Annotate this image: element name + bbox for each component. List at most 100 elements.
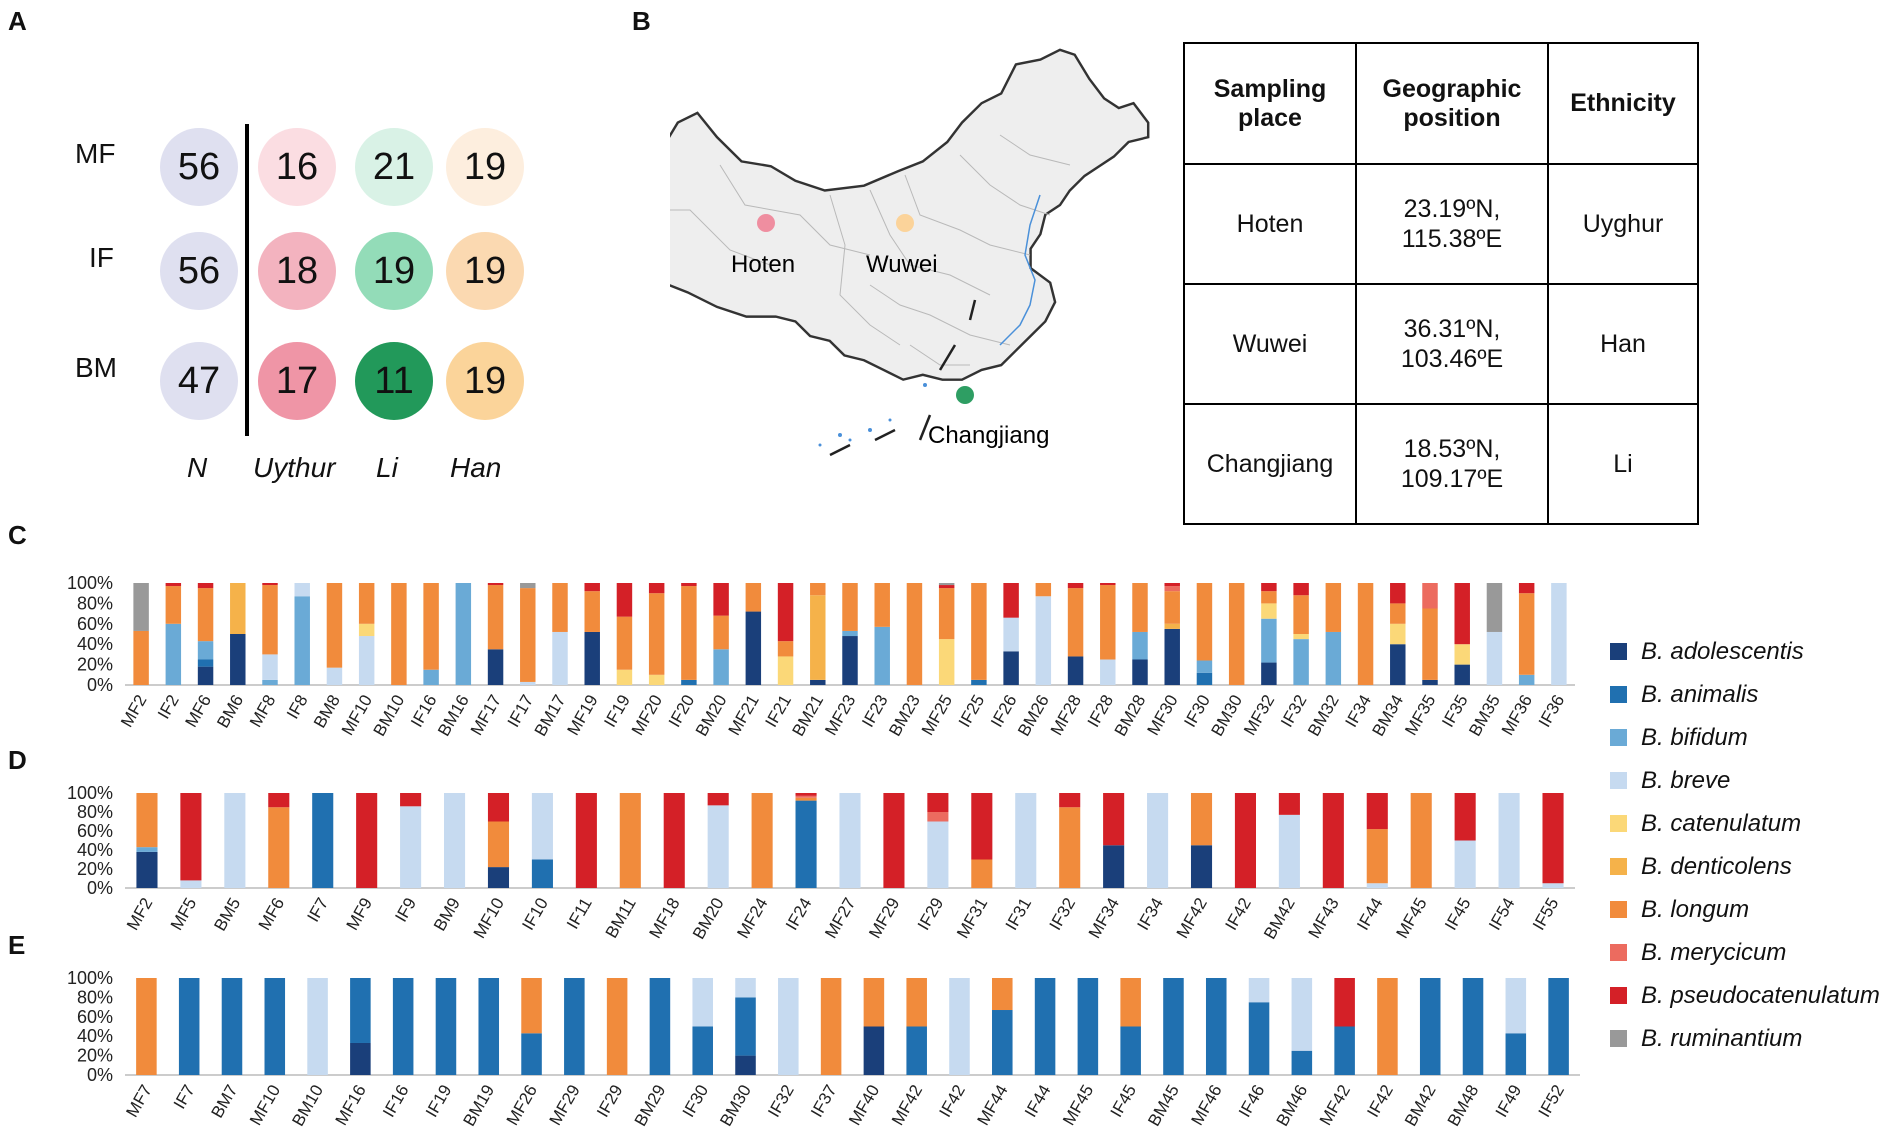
bar-segment [1454, 644, 1470, 665]
bar-segment [1261, 583, 1277, 592]
legend: B. adolescentis B. animalis B. bifidum B. b… [1610, 630, 1880, 1060]
x-tick-label: MF19 [563, 692, 601, 739]
bar-segment [1261, 662, 1277, 685]
table-row: Hoten 23.19ºN, 115.38ºE Uyghur [1183, 163, 1699, 285]
x-tick-label: BM29 [631, 1082, 670, 1130]
bar-segment [992, 978, 1013, 1011]
col-label-li: Li [376, 452, 398, 483]
bar-segment [1248, 1002, 1270, 1075]
bar-segment [648, 593, 665, 675]
x-tick-label: MF35 [1401, 692, 1439, 739]
cell-place: Hoten [1183, 163, 1357, 285]
bar-segment [1498, 793, 1520, 888]
col-label-n: N [187, 452, 208, 483]
x-tick-label: MF5 [167, 895, 200, 934]
bar-segment [713, 583, 729, 616]
x-tick-label: IF29 [593, 1082, 626, 1121]
y-tick-label: 20% [77, 859, 113, 879]
bar-segment [264, 978, 286, 1075]
x-tick-label: IF23 [858, 692, 891, 731]
cell-ethnicity: Han [1547, 283, 1699, 405]
bar-segment [1234, 793, 1256, 888]
bar-segment [1518, 583, 1535, 594]
bar-segment [971, 859, 993, 888]
bar-segment [268, 807, 290, 888]
bar-segment [810, 583, 826, 596]
x-tick-label: BM9 [430, 895, 464, 935]
x-tick-label: MF20 [628, 692, 666, 739]
y-tick-label: 20% [77, 1046, 113, 1066]
x-tick-label: IF52 [1535, 1082, 1568, 1121]
bar-segment [1366, 793, 1388, 830]
bar-segment [1164, 623, 1180, 629]
x-tick-label: BM45 [1144, 1082, 1183, 1130]
bar-segment [735, 997, 756, 1056]
china-outline [670, 48, 1150, 381]
x-tick-label: IF8 [283, 692, 312, 723]
bar-segment [1067, 656, 1084, 685]
x-tick-label: BM42 [1260, 895, 1299, 943]
x-tick-label: IF10 [518, 895, 551, 934]
bar-segment [564, 978, 585, 1075]
x-tick-label: IF24 [782, 895, 815, 934]
bar-segment [707, 793, 729, 806]
col-label-uythur: Uythur [253, 452, 336, 483]
table-row: Wuwei 36.31ºN, 103.46ºE Han [1183, 283, 1699, 405]
bar-segment [927, 821, 949, 888]
bar-segment [197, 641, 214, 660]
x-tick-label: MF42 [1316, 1082, 1354, 1129]
bar-segment [268, 793, 290, 808]
x-tick-label: IF34 [1342, 692, 1375, 731]
y-tick-label: 60% [77, 821, 113, 841]
y-tick-label: 100% [67, 573, 113, 593]
y-tick-label: 40% [77, 1026, 113, 1046]
bar-segment [197, 666, 214, 685]
bar-segment [531, 793, 553, 860]
bar-segment [1196, 583, 1213, 661]
bar-segment [520, 588, 536, 682]
legend-label: B. merycicum [1641, 938, 1787, 966]
x-tick-label: BM46 [1273, 1082, 1312, 1130]
bar-segment [487, 867, 510, 888]
bar-segment [1132, 659, 1148, 685]
bar-segment [1454, 583, 1470, 645]
bar-segment [1261, 603, 1277, 619]
bar-segment [575, 793, 597, 888]
x-tick-label: MF6 [182, 692, 215, 731]
x-tick-label: MF26 [503, 1082, 541, 1129]
wuwei-marker [896, 214, 914, 232]
bar-segment [391, 583, 407, 685]
bar-segment [1390, 623, 1406, 645]
bar-segment [883, 793, 905, 888]
count-circle: 56 [160, 232, 238, 310]
bar-segment [874, 626, 890, 685]
x-tick-label: BM32 [1304, 692, 1343, 740]
bar-segment [1390, 583, 1406, 604]
bar-segment [863, 1026, 885, 1075]
bar-segment [681, 586, 697, 680]
x-tick-label: IF19 [600, 692, 633, 731]
bar-segment [992, 1010, 1013, 1075]
x-tick-label: IF36 [1535, 692, 1568, 731]
bar-segment [1100, 659, 1116, 685]
x-tick-label: BM10 [288, 1082, 327, 1130]
x-tick-label: MF17 [467, 692, 505, 739]
legend-item-catenulatum: B. catenulatum [1610, 802, 1880, 845]
bar-segment [648, 583, 665, 594]
bar-segment [927, 812, 949, 822]
panel-label-d: D [8, 745, 27, 775]
x-tick-label: MF18 [646, 895, 684, 942]
bar-segment [1486, 631, 1503, 685]
y-tick-label: 0% [87, 675, 113, 695]
bar-segment [1377, 978, 1398, 1075]
bar-segment [1100, 585, 1116, 660]
x-tick-label: MF30 [1143, 692, 1181, 739]
x-tick-label: IF55 [1529, 895, 1562, 934]
bar-segment [1059, 807, 1081, 888]
bar-segment [1486, 583, 1503, 632]
x-tick-label: MF40 [845, 1082, 883, 1129]
x-tick-label: MF46 [1188, 1082, 1226, 1129]
x-tick-label: BM23 [885, 692, 924, 740]
bar-segment [294, 583, 310, 597]
x-tick-label: IF7 [303, 895, 332, 926]
